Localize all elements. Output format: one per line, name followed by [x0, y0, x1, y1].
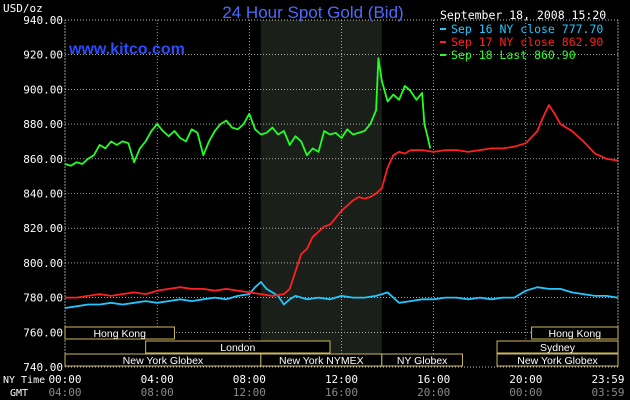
series-lines — [64, 57, 618, 309]
y-tick-label: 820.00 — [23, 222, 63, 235]
session-label: Sydney — [540, 342, 576, 354]
series-line-1 — [64, 281, 618, 309]
x-tick-label-gmt: 08:00 — [141, 386, 174, 399]
x-tick-label-ny: 08:00 — [233, 373, 266, 386]
unit-label: USD/oz — [3, 2, 43, 15]
y-tick-label: 840.00 — [23, 188, 63, 201]
session-box-frame — [145, 340, 331, 354]
date-label: September 18, 2008 15:20 — [440, 8, 606, 22]
x-tick-label-gmt: 12:00 — [233, 386, 266, 399]
session-label: NY Globex — [397, 355, 448, 367]
session-box: Hong Kong — [64, 326, 175, 340]
y-axis-ticks: 940.00 920.00 900.00 880.00 860.00 840.00 820.… — [23, 14, 63, 374]
x-axis-ticks: 00:00 04:00 08:00 12:00 16:00 20:00 23:5904:00… — [48, 373, 624, 399]
legend-entry: Sep 17 NY close 862.90 — [451, 35, 603, 49]
y-tick-label: 880.00 — [23, 118, 63, 131]
session-box: London — [145, 340, 331, 354]
y-tick-label: 740.00 — [23, 361, 63, 374]
series-line-2 — [65, 104, 618, 299]
session-label: Hong Kong — [549, 328, 602, 340]
x-tick-label-gmt: 16:00 — [325, 386, 358, 399]
y-tick-label: 940.00 — [23, 14, 63, 27]
x-tick-label-ny: 00:00 — [48, 373, 81, 386]
x-tick-label-gmt: 20:00 — [417, 386, 450, 399]
session-box: NY Globex — [381, 353, 463, 367]
session-label: New York NYMEX — [279, 355, 364, 367]
x-tick-label-ny: 12:00 — [325, 373, 358, 386]
session-box-frame — [531, 326, 619, 340]
y-tick-label: 900.00 — [23, 83, 63, 96]
session-box: Sydney — [496, 340, 619, 354]
session-box: New York Globex — [64, 353, 262, 367]
x-tick-label-gmt: 00:00 — [509, 386, 542, 399]
x-tick-label-ny: 04:00 — [141, 373, 174, 386]
ny-time-label: NY Time — [3, 375, 45, 386]
y-tick-label: 800.00 — [23, 257, 63, 270]
series-line-3 — [64, 57, 432, 167]
session-box: New York NYMEX — [260, 353, 383, 367]
session-box-frame — [381, 353, 463, 367]
session-label: New York Globex — [123, 355, 204, 367]
session-box: New York Globex — [496, 353, 619, 367]
y-tick-label: 760.00 — [23, 326, 63, 339]
x-tick-label-gmt: 03:59 — [591, 386, 624, 399]
x-tick-label-ny: 16:00 — [417, 373, 450, 386]
session-box-frame — [496, 353, 619, 367]
y-tick-label: 920.00 — [23, 49, 63, 62]
gmt-label: GMT — [10, 388, 28, 399]
y-tick-label: 780.00 — [23, 292, 63, 305]
session-label: New York Globex — [517, 355, 598, 367]
x-tick-label-ny: 20:00 — [509, 373, 542, 386]
x-tick-label-ny: 23:59 — [591, 373, 624, 386]
session-box: Hong Kong — [531, 326, 619, 340]
x-tick-label-gmt: 04:00 — [48, 386, 81, 399]
legend-entry: Sep 18 Last 860.90 — [451, 48, 576, 62]
session-box-frame — [64, 326, 175, 340]
grid-lines — [64, 19, 619, 368]
website-label: www.kitco.com — [68, 41, 185, 58]
plot-frame — [64, 19, 619, 368]
session-label: London — [220, 342, 255, 354]
chart-title: 24 Hour Spot Gold (Bid) — [222, 3, 403, 22]
y-tick-label: 860.00 — [23, 153, 63, 166]
session-box-frame — [496, 340, 619, 354]
session-label: Hong Kong — [93, 328, 146, 340]
legend-entry: Sep 16 NY close 777.70 — [451, 22, 603, 36]
